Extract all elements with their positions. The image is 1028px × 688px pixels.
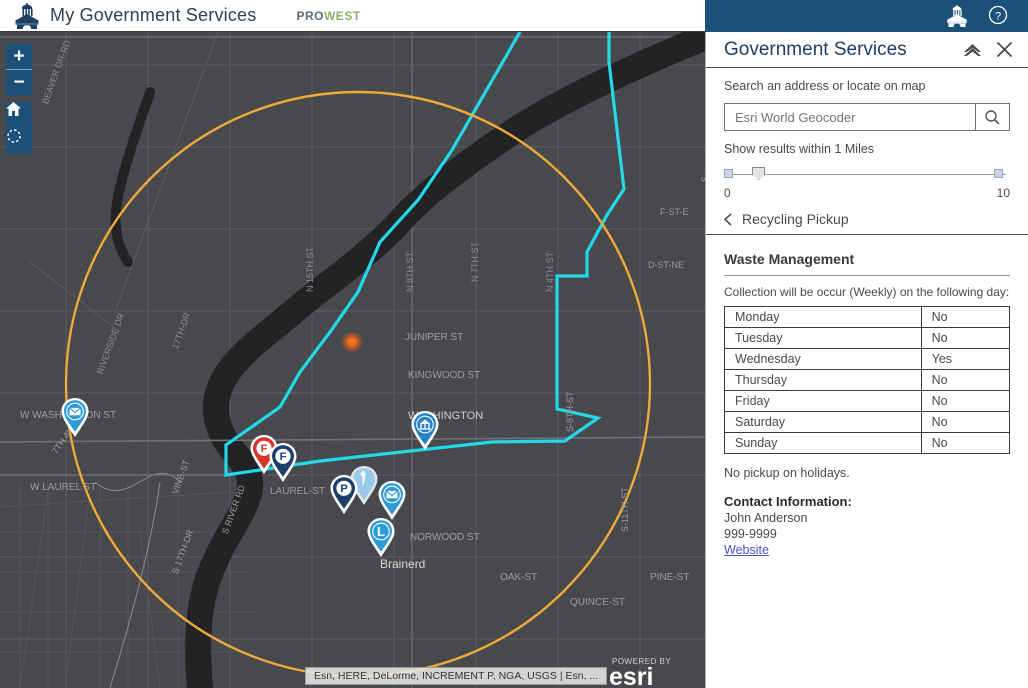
svg-text:P: P	[340, 483, 347, 495]
svg-text:L: L	[377, 524, 385, 539]
svg-text:F: F	[261, 443, 268, 455]
svg-text:?: ?	[995, 11, 1001, 23]
svg-text:F: F	[280, 451, 287, 463]
